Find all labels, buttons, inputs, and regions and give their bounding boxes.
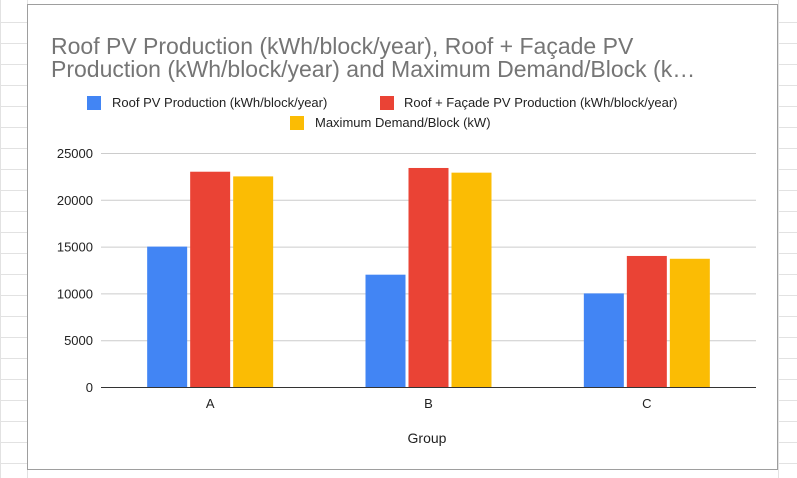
legend-label: Roof + Façade PV Production (kWh/block/y… bbox=[404, 95, 677, 110]
chart-title-line-2: Production (kWh/block/year) and Maximum … bbox=[51, 56, 695, 82]
legend-label: Roof PV Production (kWh/block/year) bbox=[112, 95, 327, 110]
bar bbox=[233, 176, 274, 387]
bars bbox=[147, 167, 710, 387]
y-tick-label: 0 bbox=[86, 380, 93, 395]
x-tick-label: C bbox=[642, 396, 651, 411]
x-tick-label: A bbox=[206, 396, 215, 411]
y-tick-label: 5000 bbox=[64, 333, 93, 348]
chart-card[interactable]: Roof PV Production (kWh/block/year), Roo… bbox=[27, 4, 778, 470]
bar bbox=[669, 258, 710, 387]
chart-title-line-1: Roof PV Production (kWh/block/year), Roo… bbox=[51, 33, 634, 59]
y-axis-ticks: 0 5000 10000 15000 20000 25000 bbox=[57, 146, 93, 395]
bar bbox=[626, 255, 667, 387]
bar bbox=[147, 246, 188, 387]
legend-label: Maximum Demand/Block (kW) bbox=[315, 115, 491, 130]
x-tick-label: B bbox=[424, 396, 433, 411]
chart-title: Roof PV Production (kWh/block/year), Roo… bbox=[51, 33, 695, 82]
legend-swatch bbox=[87, 96, 101, 110]
bar-chart: Roof PV Production (kWh/block/year), Roo… bbox=[51, 33, 756, 446]
bar bbox=[583, 293, 624, 387]
y-tick-label: 25000 bbox=[57, 146, 93, 161]
legend-swatch bbox=[290, 116, 304, 130]
y-tick-label: 15000 bbox=[57, 240, 93, 255]
x-axis-ticks: A B C bbox=[206, 396, 652, 411]
bar bbox=[190, 171, 231, 387]
bar bbox=[408, 167, 449, 387]
chart-legend: Roof PV Production (kWh/block/year) Roof … bbox=[87, 95, 677, 130]
legend-swatch bbox=[380, 96, 394, 110]
bar bbox=[365, 274, 406, 387]
x-axis-title: Group bbox=[408, 430, 447, 446]
y-tick-label: 20000 bbox=[57, 193, 93, 208]
y-tick-label: 10000 bbox=[57, 286, 93, 301]
bar bbox=[451, 172, 492, 387]
